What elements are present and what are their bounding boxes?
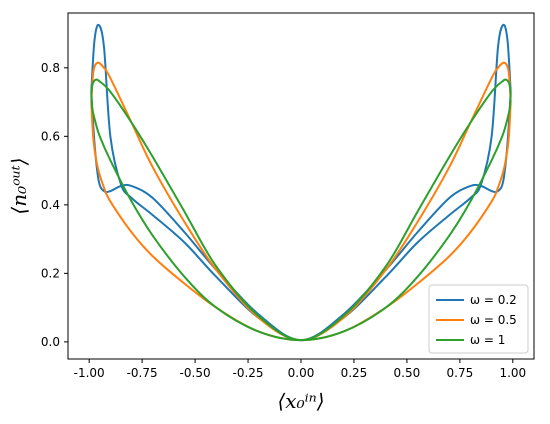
x-tick-label: 0.25 bbox=[341, 366, 368, 380]
y-tick-label: 0.8 bbox=[41, 61, 60, 75]
plot-curves bbox=[90, 23, 512, 342]
x-tick-label: -0.50 bbox=[180, 366, 211, 380]
y-tick-label: 0.2 bbox=[41, 266, 60, 280]
y-tick-label: 0.4 bbox=[41, 198, 60, 212]
x-tick-label: -1.00 bbox=[74, 366, 105, 380]
x-tick-label: 1.00 bbox=[499, 366, 526, 380]
y-axis-ticks: 0.0 0.2 0.4 0.6 0.8 bbox=[41, 61, 68, 349]
legend-box bbox=[428, 284, 529, 354]
x-tick-label: -0.25 bbox=[233, 366, 264, 380]
x-tick-label: -0.75 bbox=[127, 366, 158, 380]
x-tick-label: 0.00 bbox=[288, 366, 315, 380]
x-tick-label: 0.50 bbox=[394, 366, 421, 380]
x-tick-label: 0.75 bbox=[447, 366, 474, 380]
x-axis-ticks: -1.00 -0.75 -0.50 -0.25 0.00 0.25 0.50 0.75 1.00 bbox=[74, 359, 526, 380]
y-tick-label: 0.0 bbox=[41, 335, 60, 349]
y-axis-label: ⟨n₀ᵒᵘᵗ⟩ bbox=[7, 157, 31, 214]
legend: ω = 0.2 ω = 0.5 ω = 1 bbox=[428, 284, 529, 354]
series-3-branch-2-line bbox=[90, 95, 512, 342]
y-tick-label: 0.6 bbox=[41, 129, 60, 143]
legend-label-series-3: ω = 1 bbox=[470, 333, 505, 347]
legend-label-series-1: ω = 0.2 bbox=[470, 293, 517, 307]
legend-label-series-2: ω = 0.5 bbox=[470, 313, 517, 327]
x-axis-label: ⟨x₀ⁱⁿ⟩ bbox=[277, 389, 324, 413]
